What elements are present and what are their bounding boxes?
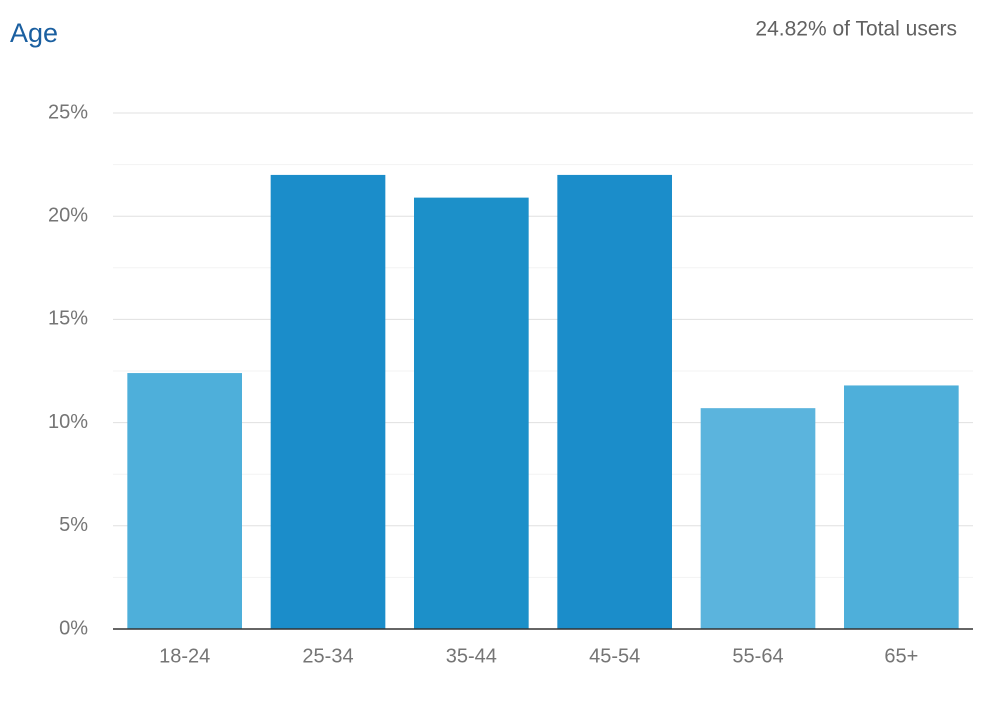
bar bbox=[700, 408, 816, 629]
y-tick-label: 20% bbox=[48, 204, 88, 226]
x-tick-label: 65+ bbox=[884, 645, 918, 667]
bar bbox=[844, 385, 959, 629]
y-tick-label: 10% bbox=[48, 411, 88, 433]
y-tick-label: 5% bbox=[59, 514, 88, 536]
x-tick-label: 35-44 bbox=[446, 645, 497, 667]
chart-subtitle: 24.82% of Total users bbox=[755, 18, 957, 41]
x-tick-label: 18-24 bbox=[159, 645, 210, 667]
chart-title: Age bbox=[10, 18, 58, 48]
bar bbox=[414, 197, 529, 629]
y-tick-label: 15% bbox=[48, 308, 88, 330]
x-tick-label: 55-64 bbox=[732, 645, 783, 667]
y-tick-label: 25% bbox=[48, 101, 88, 123]
x-tick-label: 45-54 bbox=[589, 645, 640, 667]
bar bbox=[270, 174, 386, 630]
y-tick-label: 0% bbox=[59, 617, 88, 639]
x-tick-label: 25-34 bbox=[302, 645, 353, 667]
bar bbox=[127, 373, 242, 629]
bar bbox=[557, 174, 672, 630]
